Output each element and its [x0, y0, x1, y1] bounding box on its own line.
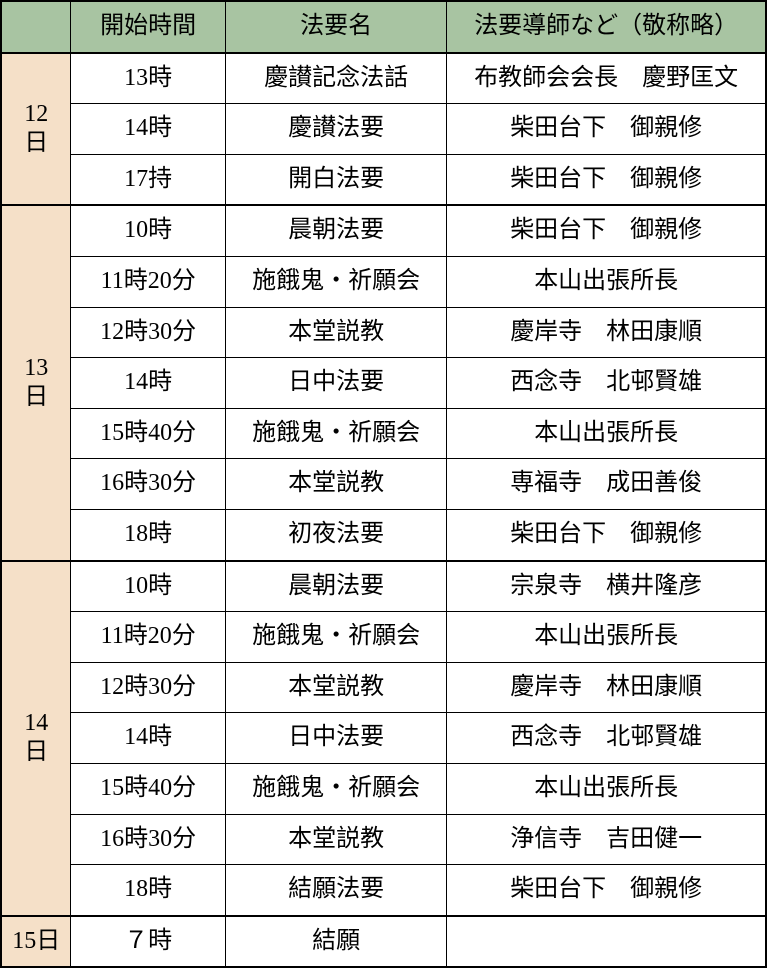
table-row: 13日 10時 晨朝法要 柴田台下 御親修 [1, 205, 766, 256]
name-cell: 初夜法要 [225, 509, 446, 560]
time-cell: 15時40分 [71, 763, 226, 814]
day-label: 15日 [1, 916, 71, 968]
name-cell: 本堂説教 [225, 814, 446, 865]
leader-cell: 慶岸寺 林田康順 [447, 662, 766, 713]
leader-cell: 本山出張所長 [447, 256, 766, 307]
time-cell: 14時 [71, 713, 226, 764]
table-row: 15時40分 施餓鬼・祈願会 本山出張所長 [1, 763, 766, 814]
leader-cell: 柴田台下 御親修 [447, 205, 766, 256]
name-cell: 日中法要 [225, 713, 446, 764]
day-label: 13日 [1, 205, 71, 560]
table-row: 18時 結願法要 柴田台下 御親修 [1, 865, 766, 916]
table-row: 15時40分 施餓鬼・祈願会 本山出張所長 [1, 408, 766, 459]
time-cell: 16時30分 [71, 814, 226, 865]
leader-cell: 本山出張所長 [447, 763, 766, 814]
name-cell: 慶讃法要 [225, 104, 446, 155]
name-cell: 日中法要 [225, 358, 446, 409]
time-cell: 16時30分 [71, 459, 226, 510]
table-row: 17持 開白法要 柴田台下 御親修 [1, 154, 766, 205]
leader-cell: 柴田台下 御親修 [447, 154, 766, 205]
leader-cell: 布教師会会長 慶野匡文 [447, 53, 766, 104]
time-cell: 17持 [71, 154, 226, 205]
time-cell: ７時 [71, 916, 226, 968]
name-cell: 慶讃記念法話 [225, 53, 446, 104]
time-cell: 15時40分 [71, 408, 226, 459]
table-row: 12日 13時 慶讃記念法話 布教師会会長 慶野匡文 [1, 53, 766, 104]
table-row: 12時30分 本堂説教 慶岸寺 林田康順 [1, 662, 766, 713]
name-cell: 施餓鬼・祈願会 [225, 612, 446, 663]
header-leader: 法要導師など（敬称略） [447, 1, 766, 53]
table-row: 15日 ７時 結願 [1, 916, 766, 968]
time-cell: 10時 [71, 561, 226, 612]
leader-cell: 柴田台下 御親修 [447, 509, 766, 560]
time-cell: 13時 [71, 53, 226, 104]
leader-cell: 宗泉寺 横井隆彦 [447, 561, 766, 612]
name-cell: 開白法要 [225, 154, 446, 205]
table-row: 14時 慶讃法要 柴田台下 御親修 [1, 104, 766, 155]
time-cell: 12時30分 [71, 307, 226, 358]
table-row: 16時30分 本堂説教 専福寺 成田善俊 [1, 459, 766, 510]
name-cell: 施餓鬼・祈願会 [225, 408, 446, 459]
leader-cell [447, 916, 766, 968]
time-cell: 18時 [71, 865, 226, 916]
day-label: 12日 [1, 53, 71, 206]
time-cell: 11時20分 [71, 612, 226, 663]
time-cell: 18時 [71, 509, 226, 560]
name-cell: 本堂説教 [225, 662, 446, 713]
header-name: 法要名 [225, 1, 446, 53]
leader-cell: 本山出張所長 [447, 408, 766, 459]
leader-cell: 本山出張所長 [447, 612, 766, 663]
leader-cell: 西念寺 北邨賢雄 [447, 713, 766, 764]
leader-cell: 浄信寺 吉田健一 [447, 814, 766, 865]
table-row: 14日 10時 晨朝法要 宗泉寺 横井隆彦 [1, 561, 766, 612]
name-cell: 晨朝法要 [225, 561, 446, 612]
table-row: 11時20分 施餓鬼・祈願会 本山出張所長 [1, 612, 766, 663]
name-cell: 施餓鬼・祈願会 [225, 763, 446, 814]
leader-cell: 柴田台下 御親修 [447, 865, 766, 916]
name-cell: 本堂説教 [225, 459, 446, 510]
name-cell: 本堂説教 [225, 307, 446, 358]
name-cell: 施餓鬼・祈願会 [225, 256, 446, 307]
leader-cell: 西念寺 北邨賢雄 [447, 358, 766, 409]
header-time: 開始時間 [71, 1, 226, 53]
time-cell: 12時30分 [71, 662, 226, 713]
leader-cell: 柴田台下 御親修 [447, 104, 766, 155]
time-cell: 10時 [71, 205, 226, 256]
time-cell: 11時20分 [71, 256, 226, 307]
table-row: 12時30分 本堂説教 慶岸寺 林田康順 [1, 307, 766, 358]
schedule-table: 開始時間 法要名 法要導師など（敬称略） 12日 13時 慶讃記念法話 布教師会… [0, 0, 767, 968]
table-row: 11時20分 施餓鬼・祈願会 本山出張所長 [1, 256, 766, 307]
leader-cell: 慶岸寺 林田康順 [447, 307, 766, 358]
table-row: 14時 日中法要 西念寺 北邨賢雄 [1, 713, 766, 764]
name-cell: 結願法要 [225, 865, 446, 916]
time-cell: 14時 [71, 358, 226, 409]
table-row: 14時 日中法要 西念寺 北邨賢雄 [1, 358, 766, 409]
name-cell: 晨朝法要 [225, 205, 446, 256]
leader-cell: 専福寺 成田善俊 [447, 459, 766, 510]
name-cell: 結願 [225, 916, 446, 968]
time-cell: 14時 [71, 104, 226, 155]
header-day [1, 1, 71, 53]
day-label: 14日 [1, 561, 71, 916]
table-row: 16時30分 本堂説教 浄信寺 吉田健一 [1, 814, 766, 865]
header-row: 開始時間 法要名 法要導師など（敬称略） [1, 1, 766, 53]
table-row: 18時 初夜法要 柴田台下 御親修 [1, 509, 766, 560]
